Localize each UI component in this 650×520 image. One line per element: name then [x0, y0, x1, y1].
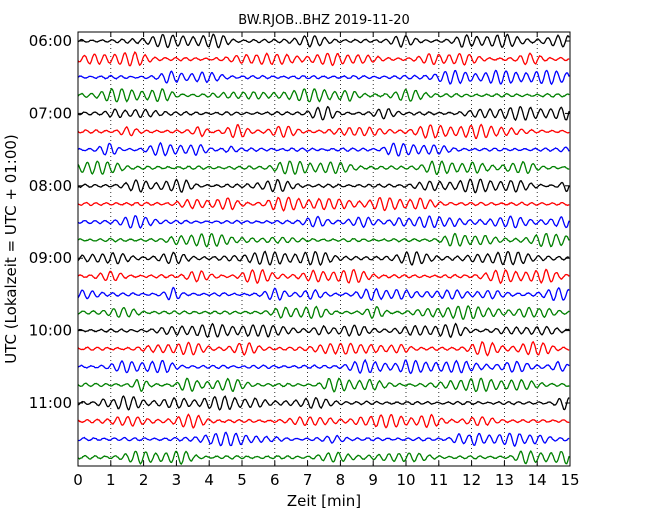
trace-0600 [77, 33, 570, 49]
trace-1100 [77, 395, 570, 411]
y-tick-label: 10:00 [29, 322, 72, 340]
x-tick-label: 7 [303, 471, 313, 489]
x-tick-label: 8 [336, 471, 346, 489]
x-tick-label: 13 [495, 471, 514, 489]
trace-0630 [77, 69, 570, 86]
plot-frame [77, 31, 571, 467]
trace-0845 [77, 232, 570, 248]
x-axis-label: Zeit [min] [287, 492, 361, 510]
trace-0815 [77, 196, 570, 212]
trace-0615 [77, 51, 570, 67]
x-tick-label: 2 [139, 471, 149, 489]
trace-1015 [77, 340, 570, 357]
trace-0800 [77, 178, 570, 194]
x-axis: 0 1 2 3 4 5 6 7 8 9 10 11 12 13 14 15 [73, 32, 580, 489]
trace-1145 [77, 450, 570, 466]
y-axis-label: UTC (Lokalzeit = UTC + 01:00) [2, 134, 20, 364]
trace-1115 [77, 413, 570, 429]
traces [77, 33, 570, 466]
trace-0830 [77, 215, 570, 229]
trace-0930 [77, 286, 570, 301]
x-tick-label: 9 [368, 471, 378, 489]
x-tick-label: 3 [172, 471, 182, 489]
y-tick-label: 11:00 [29, 394, 72, 412]
trace-0900 [77, 250, 570, 266]
trace-0945 [77, 305, 570, 320]
x-tick-label: 1 [106, 471, 116, 489]
y-tick-label: 08:00 [29, 177, 72, 195]
trace-1000 [77, 322, 570, 339]
chart-title: BW.RJOB..BHZ 2019-11-20 [238, 13, 410, 28]
trace-0715 [77, 123, 570, 140]
x-tick-label: 15 [560, 471, 579, 489]
trace-1130 [77, 431, 570, 448]
trace-0730 [77, 141, 570, 157]
y-tick-label: 09:00 [29, 249, 72, 267]
trace-0745 [77, 160, 570, 175]
x-tick-label: 4 [204, 471, 214, 489]
y-tick-label: 07:00 [29, 104, 72, 122]
x-tick-label: 11 [429, 471, 448, 489]
trace-0700 [77, 105, 570, 122]
y-tick-label: 06:00 [29, 32, 72, 50]
x-tick-label: 5 [237, 471, 247, 489]
trace-0915 [77, 268, 570, 285]
trace-0645 [77, 87, 570, 103]
y-axis: 06:00 07:00 08:00 09:00 10:00 11:00 [29, 32, 570, 412]
x-tick-label: 10 [396, 471, 415, 489]
x-tick-label: 14 [528, 471, 547, 489]
trace-1030 [77, 358, 570, 375]
trace-1045 [77, 377, 570, 393]
x-tick-label: 6 [270, 471, 280, 489]
x-tick-label: 0 [73, 471, 83, 489]
x-tick-label: 12 [462, 471, 481, 489]
grid [110, 32, 538, 466]
